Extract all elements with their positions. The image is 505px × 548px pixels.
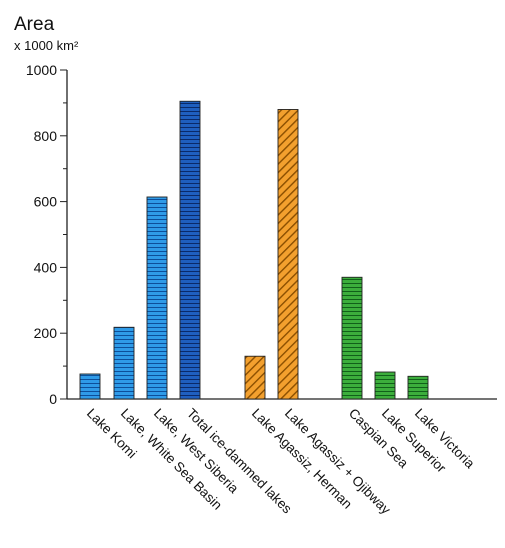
bar — [341, 276, 363, 400]
bar — [79, 373, 101, 400]
axes: 0 200 400 600 800 1000 — [26, 62, 497, 407]
bar — [146, 196, 168, 400]
y-tick-label: 200 — [34, 325, 58, 341]
bar — [374, 371, 396, 400]
y-tick-label: 400 — [34, 259, 58, 275]
bar — [179, 100, 201, 400]
y-tick-label: 0 — [49, 391, 57, 407]
bar — [244, 355, 266, 400]
y-tick-label: 600 — [34, 194, 58, 210]
y-tick-label: 1000 — [26, 62, 57, 78]
bar — [113, 326, 135, 400]
bar — [407, 375, 429, 400]
y-tick-label: 800 — [34, 128, 58, 144]
bars — [79, 100, 429, 400]
bar — [277, 109, 299, 400]
chart-title: Area — [14, 14, 55, 35]
y-axis-unit: x 1000 km² — [14, 38, 79, 53]
